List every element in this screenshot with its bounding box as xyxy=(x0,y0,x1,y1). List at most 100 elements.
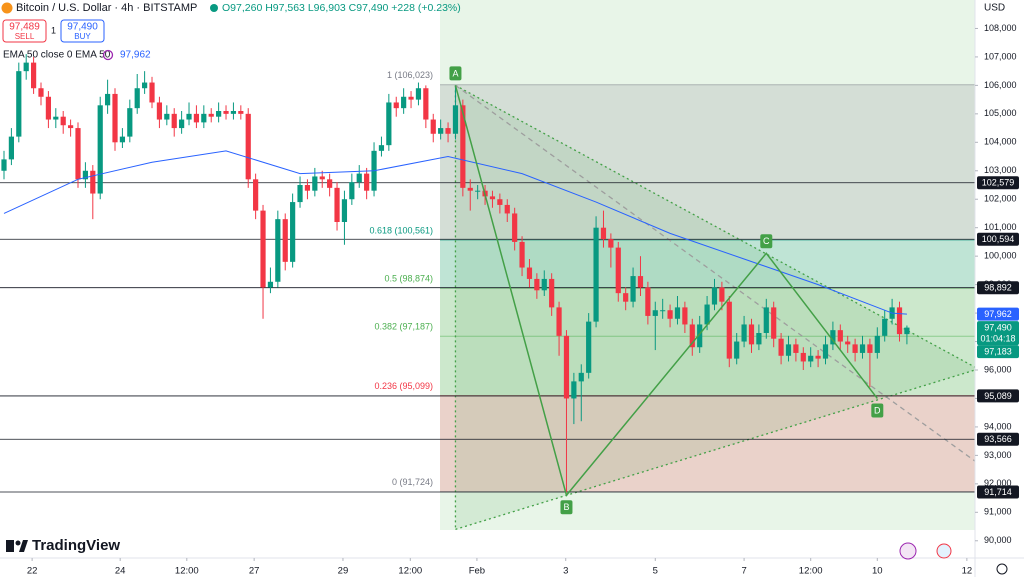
candle-body xyxy=(845,341,851,345)
candle-body xyxy=(623,293,629,302)
symbol-title: Bitcoin / U.S. Dollar · 4h · BITSTAMP xyxy=(16,2,197,14)
candle-body xyxy=(97,105,103,194)
pattern-point-box xyxy=(760,234,773,249)
candle-body xyxy=(186,113,192,120)
candle-body xyxy=(119,136,126,143)
x-tick-label: 5 xyxy=(653,566,658,577)
candle-body xyxy=(319,176,325,180)
candle-body xyxy=(216,111,222,117)
candle-body xyxy=(830,330,836,345)
sell-box[interactable] xyxy=(2,19,47,43)
candle-body xyxy=(719,287,725,302)
candle-body xyxy=(689,324,695,348)
candle-body xyxy=(756,333,762,345)
candle-body xyxy=(193,113,200,123)
settings-icon[interactable] xyxy=(996,563,1008,575)
brand-logo-dot xyxy=(15,540,21,546)
x-tick-label: 3 xyxy=(563,566,568,577)
candle-body xyxy=(38,88,44,97)
candle-body xyxy=(171,113,177,129)
sell-label[interactable]: SELL xyxy=(15,32,35,41)
flag-icon[interactable] xyxy=(936,543,952,559)
spread: 1 xyxy=(51,25,56,35)
fib-level-label: 1 (106,023) xyxy=(387,70,433,80)
candle-body xyxy=(1,159,7,171)
candle-body xyxy=(164,113,170,120)
price-tag xyxy=(977,389,1019,403)
fib-level-label: 0.5 (98,874) xyxy=(384,274,433,284)
candle-body xyxy=(652,310,658,316)
market-status xyxy=(210,4,218,12)
replay-icon[interactable] xyxy=(899,542,917,560)
candle-body xyxy=(771,307,777,339)
candle-body xyxy=(682,307,688,325)
candle-body xyxy=(519,241,525,268)
candle-body xyxy=(45,96,52,120)
candle-body xyxy=(393,102,399,109)
brand-logo-slash xyxy=(19,540,28,552)
candle-body xyxy=(808,355,814,362)
price-tag-label: 97,962 xyxy=(984,309,1012,319)
candle-body xyxy=(593,227,599,322)
candle-body xyxy=(734,341,740,359)
fib-level-label: 0 (91,724) xyxy=(392,477,433,487)
candle-body xyxy=(208,113,214,117)
y-tick-label: 107,000 xyxy=(984,51,1017,61)
candle-body xyxy=(408,96,414,100)
x-tick-label: 12 xyxy=(962,566,973,577)
y-tick-label: 93,000 xyxy=(984,450,1012,460)
price-tag-label: 91,714 xyxy=(984,487,1012,497)
candle-body xyxy=(815,355,821,359)
brand-name: TradingView xyxy=(32,537,120,554)
buy-box[interactable] xyxy=(60,19,105,43)
candle-body xyxy=(874,335,880,353)
candle-body xyxy=(822,344,829,359)
candle-body xyxy=(415,88,422,100)
candle-body xyxy=(630,276,636,302)
candle-body xyxy=(704,304,710,325)
candle-body xyxy=(497,199,503,205)
pattern-point-label: C xyxy=(763,236,770,246)
candle-body xyxy=(179,119,185,129)
sell-button[interactable]: 97,489 SELL xyxy=(2,19,47,43)
candle-body xyxy=(364,173,370,191)
buy-price[interactable]: 97,490 xyxy=(67,22,98,33)
btc-icon xyxy=(1,2,13,14)
candle-body xyxy=(578,372,584,382)
candle-body xyxy=(378,145,385,151)
candle-body xyxy=(637,276,644,288)
candle-body xyxy=(356,173,362,183)
buy-label[interactable]: BUY xyxy=(74,32,91,41)
candle-body xyxy=(608,239,614,248)
candle-body xyxy=(549,278,555,308)
candle-body xyxy=(475,190,481,192)
candle-body xyxy=(156,102,163,120)
price-tag-label: 102,579 xyxy=(982,178,1015,188)
candle-body xyxy=(556,307,562,336)
candle-body xyxy=(837,330,843,342)
pattern-zigzag xyxy=(454,85,878,497)
ohlc: O97,260 H97,563 L96,903 C97,490 +228 (+0… xyxy=(222,2,461,14)
currency: USD xyxy=(984,3,1005,14)
candle-body xyxy=(297,185,303,203)
buy-button[interactable]: 97,490 BUY xyxy=(60,19,105,43)
candle-body xyxy=(660,310,666,312)
candle-body xyxy=(586,321,592,373)
y-tick-label: 106,000 xyxy=(984,80,1017,90)
y-tick-label: 100,000 xyxy=(984,251,1017,261)
candle-body xyxy=(349,182,355,200)
candle-body xyxy=(304,185,311,191)
indicator-icon[interactable] xyxy=(102,49,114,61)
candle-body xyxy=(726,301,732,359)
pattern-point-label: B xyxy=(563,502,569,512)
price-tag-countdown: 01:04:18 xyxy=(980,333,1015,343)
candle-body xyxy=(75,128,81,180)
candle-body xyxy=(526,267,533,279)
candle-body xyxy=(785,344,792,356)
x-tick-label: 27 xyxy=(249,566,260,577)
y-tick-label: 91,000 xyxy=(984,507,1012,517)
sell-price[interactable]: 97,489 xyxy=(9,22,40,33)
candle-body xyxy=(238,111,244,114)
